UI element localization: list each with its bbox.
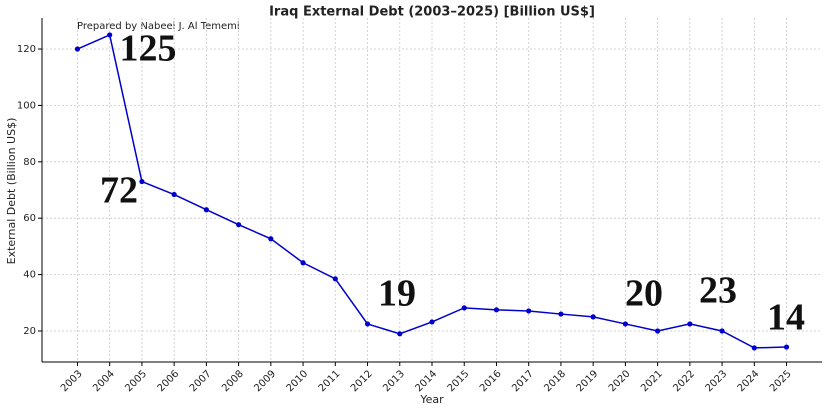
x-tick-label: 2009 (252, 368, 278, 394)
x-tick-label: 2021 (639, 368, 665, 394)
point (622, 321, 628, 327)
point (203, 207, 209, 213)
x-tick-label: 2020 (607, 368, 633, 394)
point (493, 307, 500, 313)
point (397, 331, 403, 337)
point (783, 344, 790, 350)
x-tick-label: 2018 (542, 368, 568, 394)
point (429, 319, 435, 325)
x-tick-label: 2019 (575, 368, 601, 394)
x-tick-label: 2017 (510, 368, 536, 394)
x-tick-label: 2014 (413, 368, 439, 394)
point (332, 276, 338, 282)
x-tick-label: 2023 (704, 368, 730, 394)
y-tick-label: 20 (23, 326, 36, 337)
x-tick-label: 2012 (349, 368, 375, 394)
point (751, 345, 757, 351)
chart-title: Iraq External Debt (2003–2025) [Billion … (269, 5, 595, 20)
x-tick-label: 2022 (671, 368, 697, 394)
x-tick-label: 2013 (381, 368, 407, 394)
annotation: 19 (378, 273, 416, 315)
point (687, 321, 693, 327)
y-axis-label: External Debt (Billion US$) (5, 118, 18, 265)
point (526, 308, 532, 314)
point (139, 178, 145, 185)
x-tick-label: 2024 (736, 368, 762, 394)
note: Prepared by Nabeel J. Al Tememi (77, 21, 240, 32)
point (655, 328, 661, 334)
annotation: 125 (120, 28, 177, 70)
x-tick-label: 2005 (123, 368, 149, 394)
y-tick-label: 120 (17, 44, 36, 55)
x-tick-label: 2025 (768, 368, 794, 394)
annotation: 23 (699, 270, 737, 312)
point (236, 222, 242, 228)
x-tick-label: 2015 (446, 368, 472, 394)
x-tick-label: 2006 (156, 368, 182, 394)
x-tick-label: 2007 (188, 368, 214, 394)
x-tick-label: 2011 (317, 368, 343, 394)
x-tick-label: 2008 (220, 368, 246, 394)
point (300, 260, 306, 266)
point (719, 328, 725, 334)
point (461, 305, 467, 311)
x-tick-label: 2003 (59, 368, 85, 394)
y-tick-label: 80 (23, 157, 36, 168)
point (268, 236, 274, 242)
point (590, 314, 596, 320)
y-tick-label: 100 (17, 100, 36, 111)
point (364, 321, 371, 327)
point (74, 46, 81, 52)
annotation: 72 (100, 170, 138, 212)
x-tick-label: 2010 (285, 368, 311, 394)
x-tick-label: 2004 (91, 368, 117, 394)
y-tick-label: 40 (23, 270, 36, 281)
x-tick-label: 2016 (478, 368, 504, 394)
annotation: 20 (625, 273, 663, 315)
point (107, 32, 113, 38)
point (171, 191, 177, 198)
y-tick-label: 60 (23, 213, 36, 224)
x-axis-label: Year (419, 393, 444, 406)
point (558, 311, 564, 317)
annotation: 14 (767, 297, 805, 339)
